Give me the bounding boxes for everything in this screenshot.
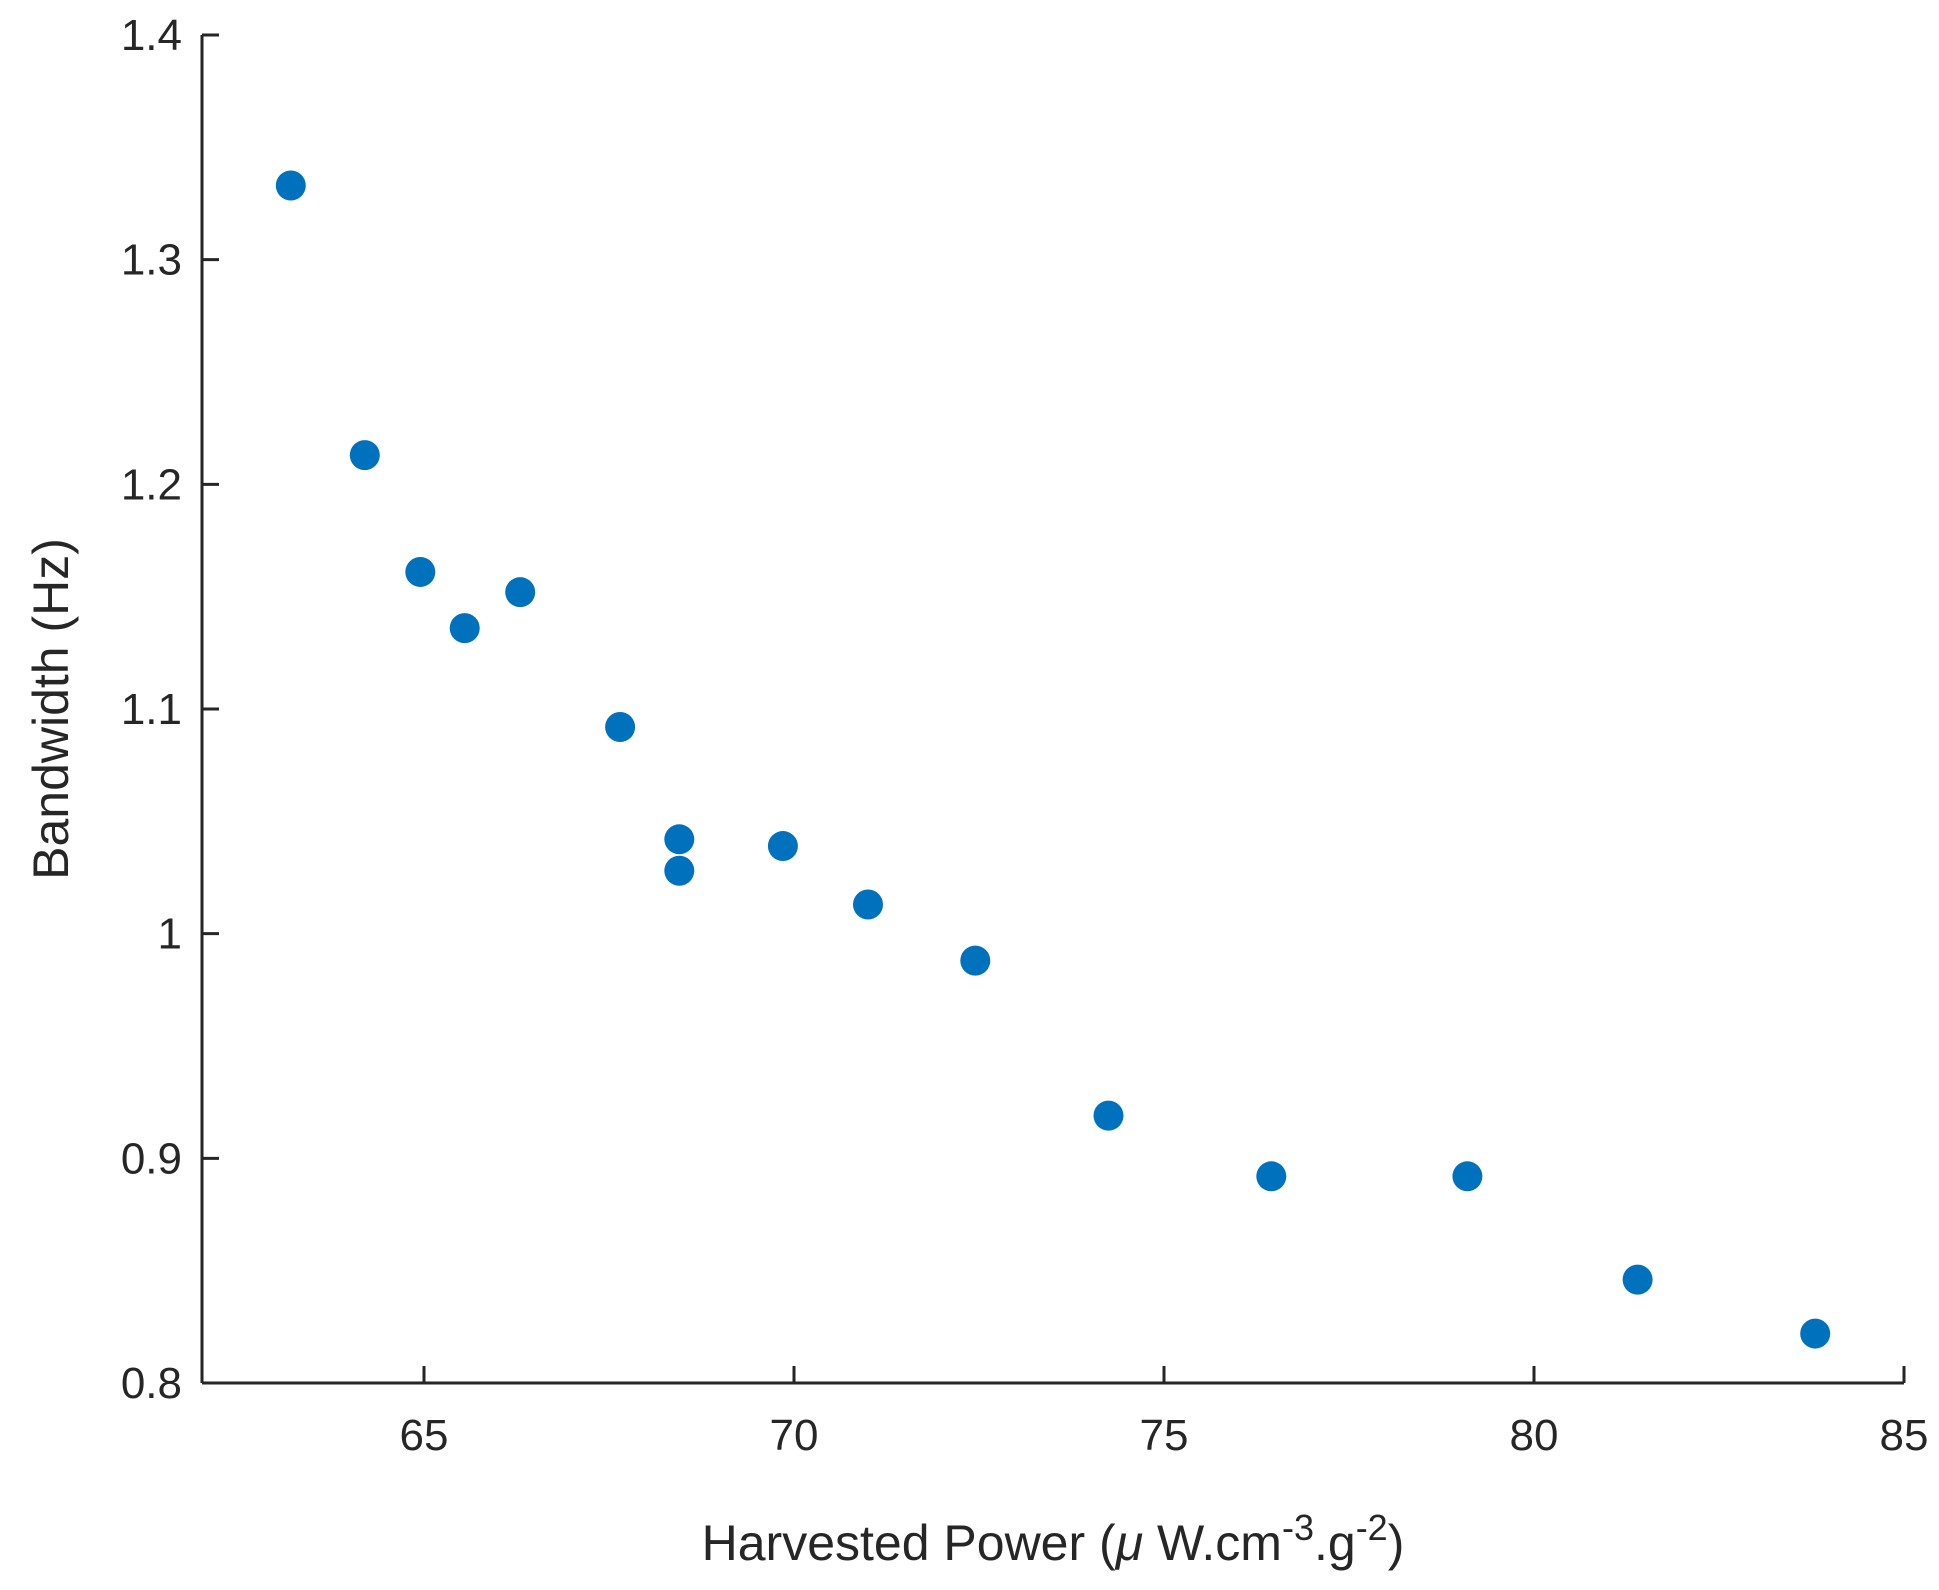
data-point (1800, 1318, 1831, 1349)
y-ticks: 0.8 0.9 1 1.1 1.2 1.3 1.4 (121, 11, 219, 1408)
data-point (853, 889, 883, 920)
data-point (664, 824, 695, 855)
data-point (1256, 1161, 1287, 1192)
data-point (1452, 1161, 1483, 1192)
y-axis-label: Bandwidth (Hz) (23, 538, 79, 880)
y-tick-label: 0.8 (121, 1359, 182, 1408)
data-points (275, 170, 1831, 1349)
y-tick-label: 1.4 (121, 11, 182, 60)
data-point (349, 440, 380, 471)
x-axis-label: Harvested Power (μ W.cm-3.g-2) (702, 1507, 1405, 1572)
data-point (1622, 1264, 1653, 1295)
x-ticks: 65 70 75 80 85 (400, 1366, 1929, 1460)
x-tick-label: 65 (400, 1411, 449, 1460)
data-point (605, 711, 636, 742)
x-tick-label: 85 (1880, 1411, 1929, 1460)
x-tick-label: 70 (770, 1411, 819, 1460)
y-tick-label: 1 (158, 910, 182, 959)
data-point (664, 855, 695, 886)
data-point (505, 577, 536, 608)
y-tick-label: 1.3 (121, 236, 182, 285)
y-tick-label: 1.1 (121, 685, 182, 734)
data-point (275, 170, 306, 201)
data-point (405, 556, 436, 587)
data-point (960, 945, 991, 976)
y-tick-label: 1.2 (121, 460, 182, 509)
data-point (1093, 1100, 1124, 1131)
data-point (767, 831, 798, 862)
x-tick-label: 75 (1140, 1411, 1189, 1460)
axes (200, 35, 1904, 1385)
x-tick-label: 80 (1510, 1411, 1559, 1460)
y-tick-label: 0.9 (121, 1134, 182, 1183)
data-point (449, 613, 480, 644)
